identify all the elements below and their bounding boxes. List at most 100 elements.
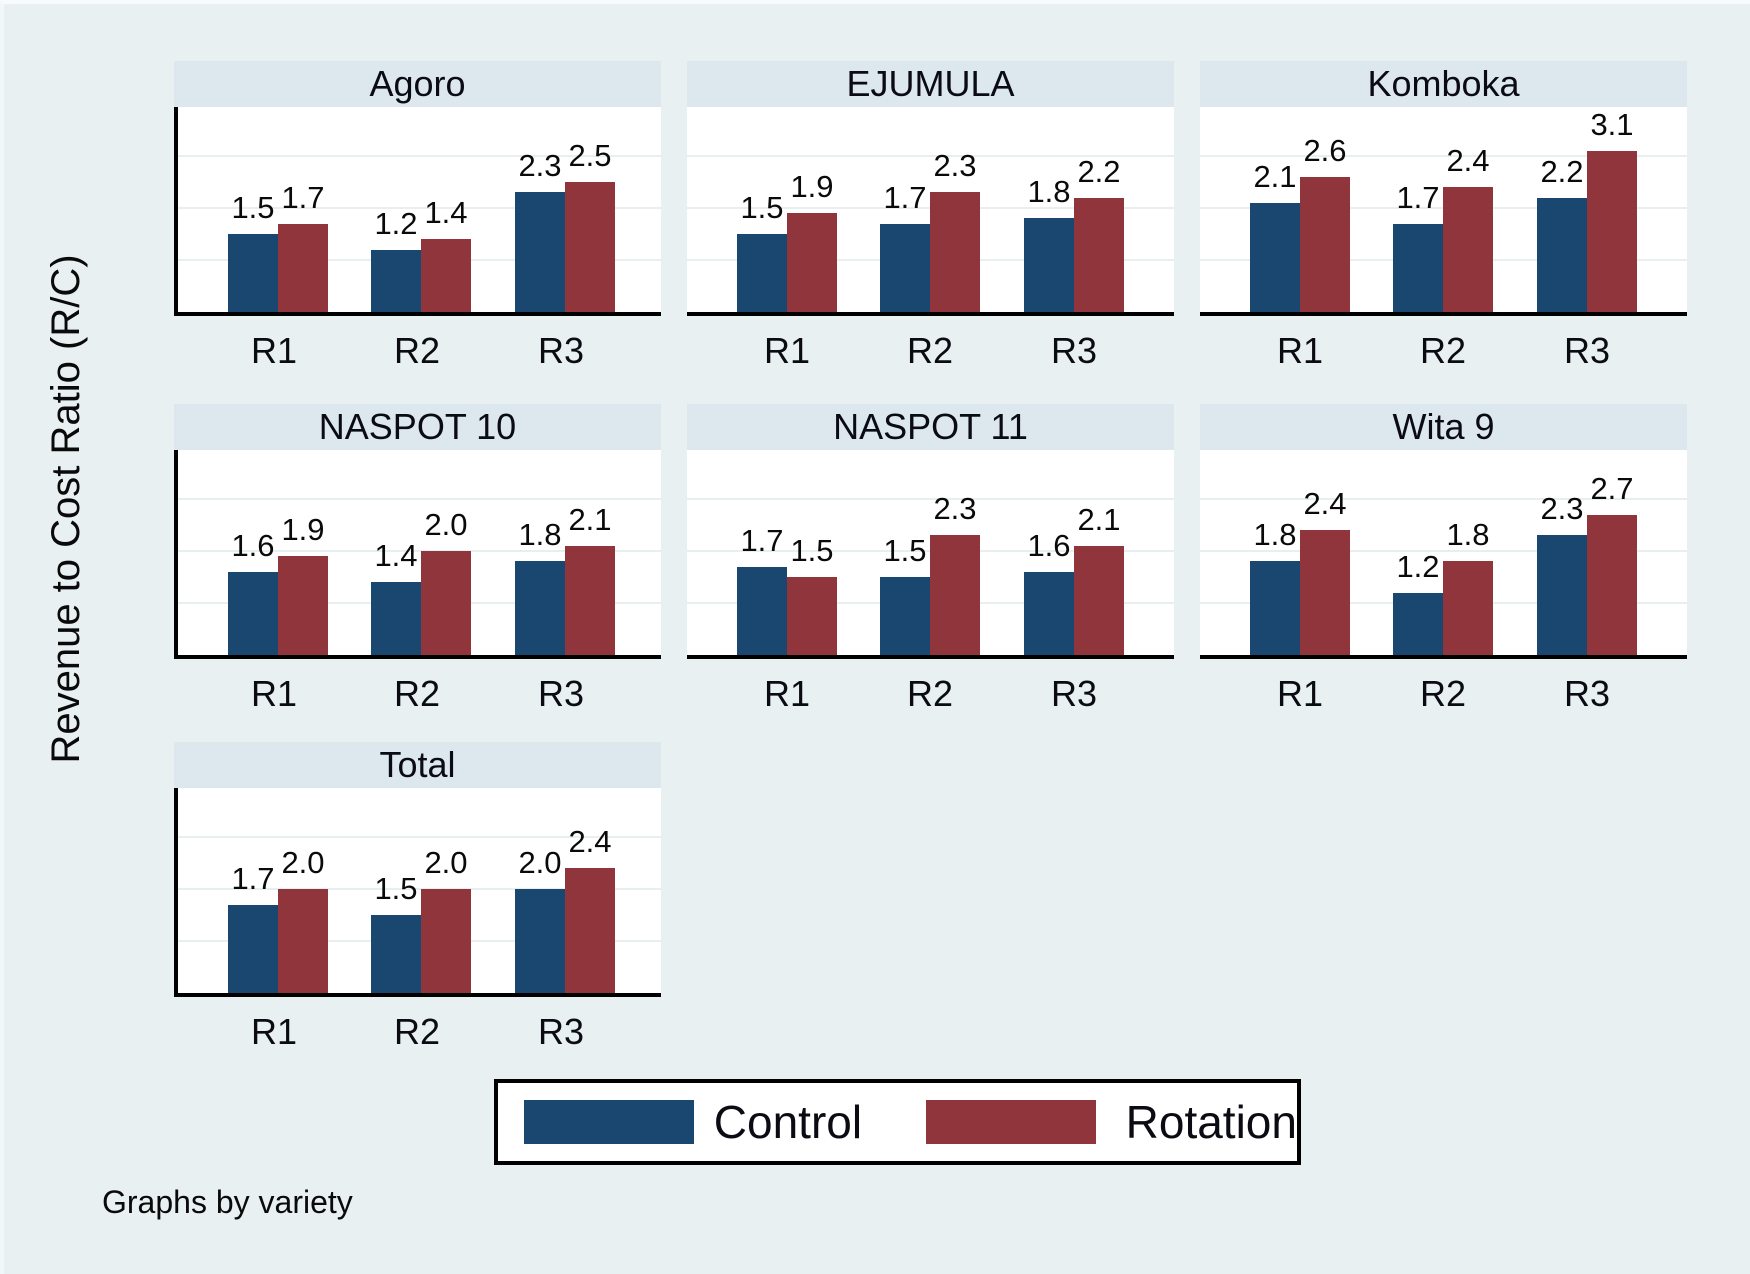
value-label-rotation-r3: 2.7 (1590, 471, 1634, 506)
gridline-y3 (178, 836, 661, 838)
bar-control-r1 (228, 572, 278, 655)
bar-rotation-r3 (1074, 198, 1124, 312)
bar-control-r3 (515, 192, 565, 312)
x-label-r3: R3 (1563, 330, 1611, 371)
value-label-control-r3: 2.2 (1540, 154, 1584, 189)
x-label-r2: R2 (906, 673, 954, 714)
graphs-by-note: Graphs by variety (102, 1184, 353, 1220)
bar-control-r3 (515, 889, 565, 993)
value-label-rotation-r1: 1.7 (281, 180, 325, 215)
bar-rotation-r1 (787, 213, 837, 312)
bar-rotation-r1 (278, 889, 328, 993)
bar-control-r1 (228, 905, 278, 993)
bar-control-r2 (1393, 224, 1443, 312)
bar-rotation-r1 (1300, 530, 1350, 655)
bar-control-r3 (1024, 218, 1074, 312)
panel-title: EJUMULA (687, 61, 1174, 107)
panel-title: NASPOT 10 (174, 404, 661, 450)
value-label-rotation-r2: 2.0 (424, 845, 468, 880)
value-label-control-r1: 1.7 (231, 861, 275, 896)
bar-control-r1 (228, 234, 278, 312)
value-label-control-r1: 1.8 (1253, 517, 1297, 552)
value-label-rotation-r3: 2.2 (1077, 154, 1121, 189)
panel-naspot-11: NASPOT 11 1.7 1.5 1.5 2.3 1.6 2.1 R1 R2 R3 (687, 404, 1174, 714)
value-label-control-r1: 1.5 (740, 190, 784, 225)
legend: Control Rotation (494, 1079, 1301, 1165)
value-label-rotation-r1: 1.9 (790, 169, 834, 204)
bar-rotation-r1 (787, 577, 837, 655)
x-label-r3: R3 (537, 330, 585, 371)
value-label-rotation-r1: 2.4 (1303, 486, 1347, 521)
bar-rotation-r2 (421, 889, 471, 993)
x-label-r1: R1 (763, 673, 811, 714)
x-label-r2: R2 (393, 330, 441, 371)
value-label-control-r2: 1.5 (374, 871, 418, 906)
value-label-control-r3: 2.0 (518, 845, 562, 880)
value-label-control-r2: 1.7 (1396, 180, 1440, 215)
value-label-control-r3: 1.8 (518, 517, 562, 552)
x-label-r2: R2 (1419, 330, 1467, 371)
x-label-r3: R3 (537, 673, 585, 714)
bar-rotation-r2 (930, 535, 980, 655)
value-label-control-r2: 1.4 (374, 538, 418, 573)
value-label-rotation-r2: 2.3 (933, 491, 977, 526)
x-label-r3: R3 (537, 1011, 585, 1052)
bar-rotation-r2 (930, 192, 980, 312)
legend-label-control: Control (713, 1096, 863, 1148)
x-label-r1: R1 (1276, 330, 1324, 371)
x-label-r2: R2 (906, 330, 954, 371)
value-label-control-r3: 2.3 (518, 148, 562, 183)
bar-rotation-r1 (1300, 177, 1350, 312)
panel-title: NASPOT 11 (687, 404, 1174, 450)
plot-area: 2.1 2.6 1.7 2.4 2.2 3.1 (1200, 107, 1687, 316)
value-label-rotation-r1: 2.0 (281, 845, 325, 880)
gridline-y2 (1200, 550, 1687, 552)
bar-control-r2 (880, 577, 930, 655)
gridline-y3 (178, 498, 661, 500)
bar-rotation-r2 (1443, 561, 1493, 655)
bar-control-r1 (1250, 561, 1300, 655)
gridline-y3 (1200, 155, 1687, 157)
bar-control-r2 (1393, 593, 1443, 655)
legend-label-rotation: Rotation (1125, 1096, 1297, 1148)
bar-control-r3 (1537, 198, 1587, 312)
bar-rotation-r1 (278, 556, 328, 655)
bar-control-r2 (371, 582, 421, 655)
panel-wita-9: Wita 9 1.8 2.4 1.2 1.8 2.3 2.7 R1 R2 R3 (1200, 404, 1687, 714)
bar-rotation-r3 (1074, 546, 1124, 655)
value-label-rotation-r3: 2.1 (568, 502, 612, 537)
x-label-r2: R2 (393, 673, 441, 714)
gridline-y3 (178, 155, 661, 157)
legend-swatch-control (524, 1100, 695, 1144)
gridline-y3 (1200, 498, 1687, 500)
panel-ejumula: EJUMULA 1.5 1.9 1.7 2.3 1.8 2.2 R1 R2 R3 (687, 61, 1174, 371)
bar-control-r2 (880, 224, 930, 312)
x-label-r3: R3 (1563, 673, 1611, 714)
bar-control-r3 (1024, 572, 1074, 655)
panel-title: Total (174, 742, 661, 788)
value-label-control-r2: 1.2 (374, 206, 418, 241)
panel-komboka: Komboka 2.1 2.6 1.7 2.4 2.2 3.1 R1 R2 R3 (1200, 61, 1687, 371)
x-label-r3: R3 (1050, 330, 1098, 371)
x-label-r1: R1 (1276, 673, 1324, 714)
value-label-control-r3: 1.8 (1027, 174, 1071, 209)
panel-naspot-10: NASPOT 101.61.91.42.01.82.10123R1R2R3 (174, 404, 661, 714)
panel-title: Wita 9 (1200, 404, 1687, 450)
x-label-r1: R1 (763, 330, 811, 371)
bar-control-r3 (1537, 535, 1587, 655)
value-label-control-r1: 2.1 (1253, 159, 1297, 194)
plot-area: 1.7 1.5 1.5 2.3 1.6 2.1 (687, 450, 1174, 659)
bar-rotation-r2 (421, 239, 471, 312)
value-label-rotation-r3: 2.1 (1077, 502, 1121, 537)
value-label-rotation-r2: 1.8 (1446, 517, 1490, 552)
x-label-r3: R3 (1050, 673, 1098, 714)
bar-rotation-r3 (1587, 151, 1637, 312)
value-label-rotation-r3: 2.5 (568, 138, 612, 173)
x-label-r2: R2 (1419, 673, 1467, 714)
plot-area: 1.72.01.52.02.02.40123 (174, 788, 661, 997)
bar-rotation-r3 (565, 868, 615, 993)
plot-area: 1.8 2.4 1.2 1.8 2.3 2.7 (1200, 450, 1687, 659)
